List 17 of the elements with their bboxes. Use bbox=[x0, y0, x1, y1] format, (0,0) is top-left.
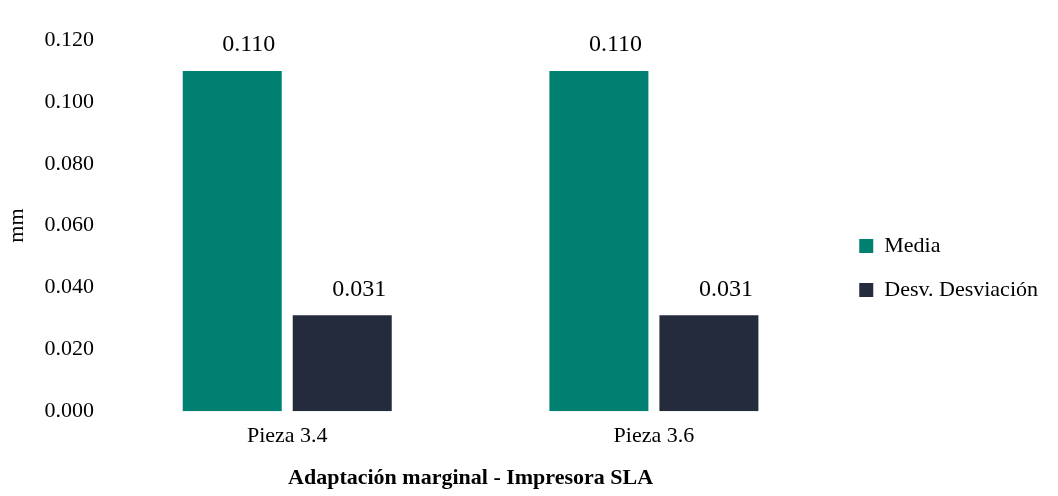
y-tick-label: 0.020 bbox=[44, 335, 94, 361]
x-tick-label: Pieza 3.4 bbox=[246, 422, 328, 448]
y-tick-label: 0.120 bbox=[44, 25, 94, 51]
x-axis-title: Adaptación marginal - Impresora SLA bbox=[288, 464, 654, 490]
y-tick-label: 0.100 bbox=[44, 87, 94, 113]
data-label: 0.031 bbox=[332, 274, 387, 301]
data-label: 0.110 bbox=[588, 30, 643, 57]
data-label: 0.110 bbox=[222, 30, 276, 57]
legend-label: Media bbox=[884, 231, 941, 257]
data-label: 0.031 bbox=[698, 274, 753, 301]
y-tick-label: 0.080 bbox=[44, 149, 94, 175]
y-tick-label: 0.040 bbox=[44, 273, 94, 299]
y-tick-label: 0.000 bbox=[44, 396, 94, 422]
legend-label: Desv. Desviación bbox=[884, 275, 1039, 301]
y-tick-label: 0.060 bbox=[44, 211, 94, 237]
y-axis-title: mm bbox=[2, 208, 28, 243]
x-tick-label: Pieza 3.6 bbox=[613, 422, 695, 448]
